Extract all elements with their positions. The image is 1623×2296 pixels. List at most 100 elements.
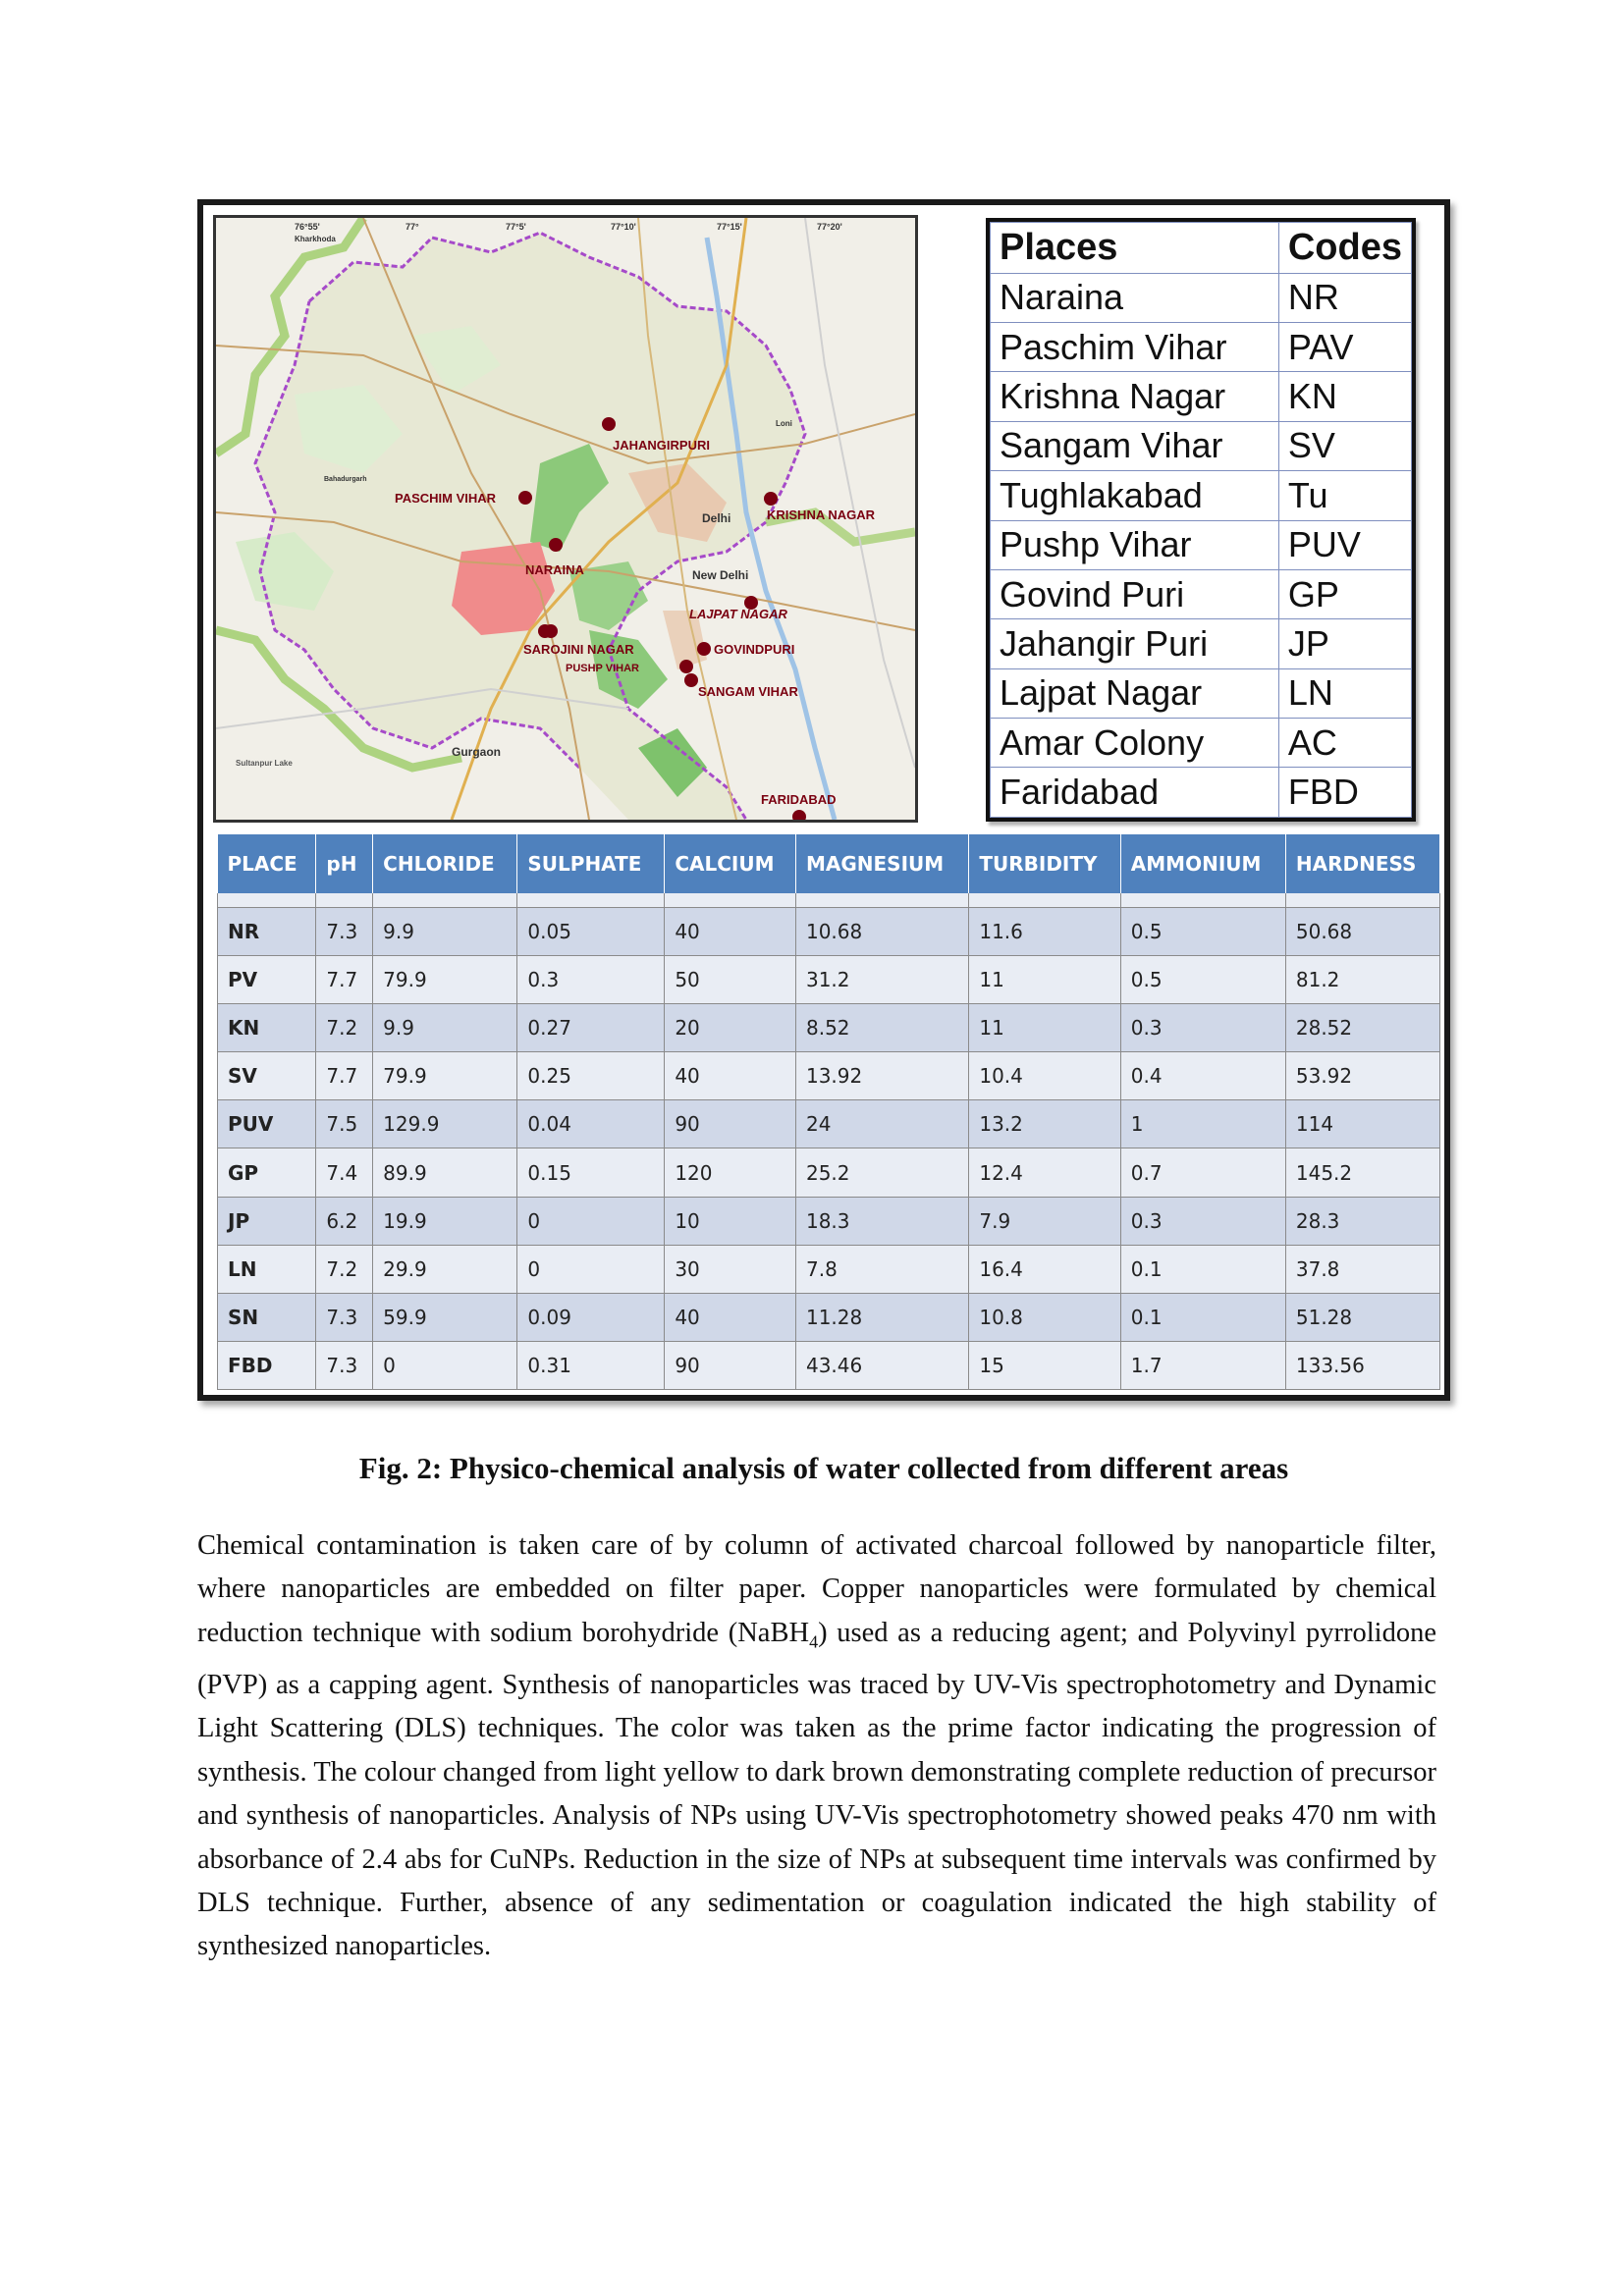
value-cell: 8.52 [794,1003,970,1053]
value-cell: 129.9 [372,1099,518,1149]
place-code-cell: GP [216,1148,317,1198]
place-name: Tughlakabad [990,470,1279,521]
subscript: 4 [809,1631,819,1652]
value-cell: 0.1 [1119,1292,1286,1342]
lon-tick: 77°5' [506,222,526,232]
codes-row: Sangam Vihar SV [990,420,1413,472]
value-cell: 40 [664,906,796,957]
place-label-pushp-vihar: PUSHP VIHAR [566,663,639,674]
table-row: LN 7.2 29.9 0 30 7.8 16.4 0.1 37.8 [216,1244,1441,1294]
value-cell: 114 [1284,1099,1441,1149]
value-cell: 7.7 [315,955,374,1005]
value-cell: 16.4 [968,1244,1121,1294]
value-cell: 18.3 [794,1196,970,1246]
value-cell: 0.5 [1119,955,1286,1005]
value-cell: 90 [664,1099,796,1149]
value-cell: 0.3 [516,955,666,1005]
value-cell: 0.25 [516,1051,666,1101]
place-label-naraina: NARAINA [525,562,585,577]
value-cell: 0.04 [516,1099,666,1149]
value-cell: 0.15 [516,1148,666,1198]
place-name: Amar Colony [990,718,1279,769]
value-cell: 10.8 [968,1292,1121,1342]
value-cell: 20 [664,1003,796,1053]
codes-row: Govind Puri GP [990,568,1413,620]
place-label-paschim-vihar: PASCHIM VIHAR [395,491,497,506]
place-label-sangam-vihar: SANGAM VIHAR [698,684,798,699]
analysis-header: AMMONIUM [1120,834,1286,893]
place-code: LN [1277,667,1413,720]
codes-table: Places Codes Naraina NR Paschim Vihar PAV … [990,222,1413,818]
value-cell: 7.8 [794,1244,970,1294]
table-row: KN 7.2 9.9 0.27 20 8.52 11 0.3 28.52 [216,1003,1441,1053]
codes-table-panel: Places Codes Naraina NR Paschim Vihar PAV … [986,218,1416,822]
spacer-cell [216,893,317,908]
value-cell: 7.5 [315,1099,374,1149]
value-cell: 13.2 [968,1099,1121,1149]
spacer-cell [516,893,666,908]
place-code: AC [1277,718,1413,769]
place-code: FBD [1277,767,1413,818]
place-code: NR [1277,272,1413,323]
value-cell: 11 [968,1003,1121,1053]
value-cell: 51.28 [1284,1292,1441,1342]
town-label: Sultanpur Lake [236,759,293,768]
town-label: Delhi [702,511,730,525]
spacer-cell [794,893,970,908]
value-cell: 29.9 [372,1244,518,1294]
value-cell: 133.56 [1284,1340,1441,1391]
analysis-body: NR 7.3 9.9 0.05 40 10.68 11.6 0.5 50.68 PV 7.7 79.9… [216,893,1441,1391]
analysis-header: pH [315,834,374,893]
value-cell: 31.2 [794,955,970,1005]
place-code-cell: LN [216,1244,317,1294]
value-cell: 37.8 [1284,1244,1441,1294]
value-cell: 0.5 [1119,906,1286,957]
codes-row: Lajpat Nagar LN [990,667,1413,720]
spacer-cell [1284,893,1441,908]
value-cell: 0.4 [1119,1051,1286,1101]
place-label-govindpuri: GOVINDPURI [714,642,794,657]
place-name: Pushp Vihar [990,519,1279,570]
place-code-cell: JP [216,1196,317,1246]
table-row: SV 7.7 79.9 0.25 40 13.92 10.4 0.4 53.92 [216,1051,1441,1101]
value-cell: 79.9 [372,955,518,1005]
place-label-sarojini-nagar: SAROJINI NAGAR [523,642,634,657]
value-cell: 24 [794,1099,970,1149]
header-spacer-row [216,893,1441,908]
value-cell: 0 [372,1340,518,1391]
place-name: Jahangir Puri [990,618,1279,669]
table-row: FBD 7.3 0 0.31 90 43.46 15 1.7 133.56 [216,1340,1441,1391]
body-paragraph: Chemical contamination is taken care of … [197,1524,1436,1969]
spacer-cell [372,893,518,908]
lon-tick: 77° [406,222,419,232]
value-cell: 90 [664,1340,796,1391]
analysis-table-panel: PLACE pH CHLORIDE SULPHATE CALCIUM MAGNE… [216,834,1441,1391]
map-canvas: 76°55' 77° 77°5' 77°10' 77°15' 77°20' Kh… [216,218,915,820]
codes-header: Places [990,222,1279,274]
value-cell: 145.2 [1284,1148,1441,1198]
place-name: Naraina [990,272,1279,323]
value-cell: 1 [1119,1099,1286,1149]
town-label: Loni [776,419,792,428]
value-cell: 9.9 [372,906,518,957]
place-code: PAV [1277,321,1413,373]
spacer-cell [664,893,796,908]
value-cell: 0.3 [1119,1196,1286,1246]
codes-row: Naraina NR [990,272,1413,323]
value-cell: 81.2 [1284,955,1441,1005]
value-cell: 15 [968,1340,1121,1391]
place-label-jahangirpuri: JAHANGIRPURI [613,438,710,453]
spacer-cell [315,893,374,908]
value-cell: 11.28 [794,1292,970,1342]
analysis-header: TURBIDITY [968,834,1121,893]
value-cell: 120 [664,1148,796,1198]
codes-header: Codes [1277,222,1413,274]
value-cell: 28.52 [1284,1003,1441,1053]
codes-row: Jahangir Puri JP [990,618,1413,669]
place-code-cell: KN [216,1003,317,1053]
lon-tick: 77°20' [817,222,842,232]
place-name: Krishna Nagar [990,371,1279,422]
spacer-cell [1119,893,1286,908]
sample-points [518,417,806,820]
value-cell: 1.7 [1119,1340,1286,1391]
